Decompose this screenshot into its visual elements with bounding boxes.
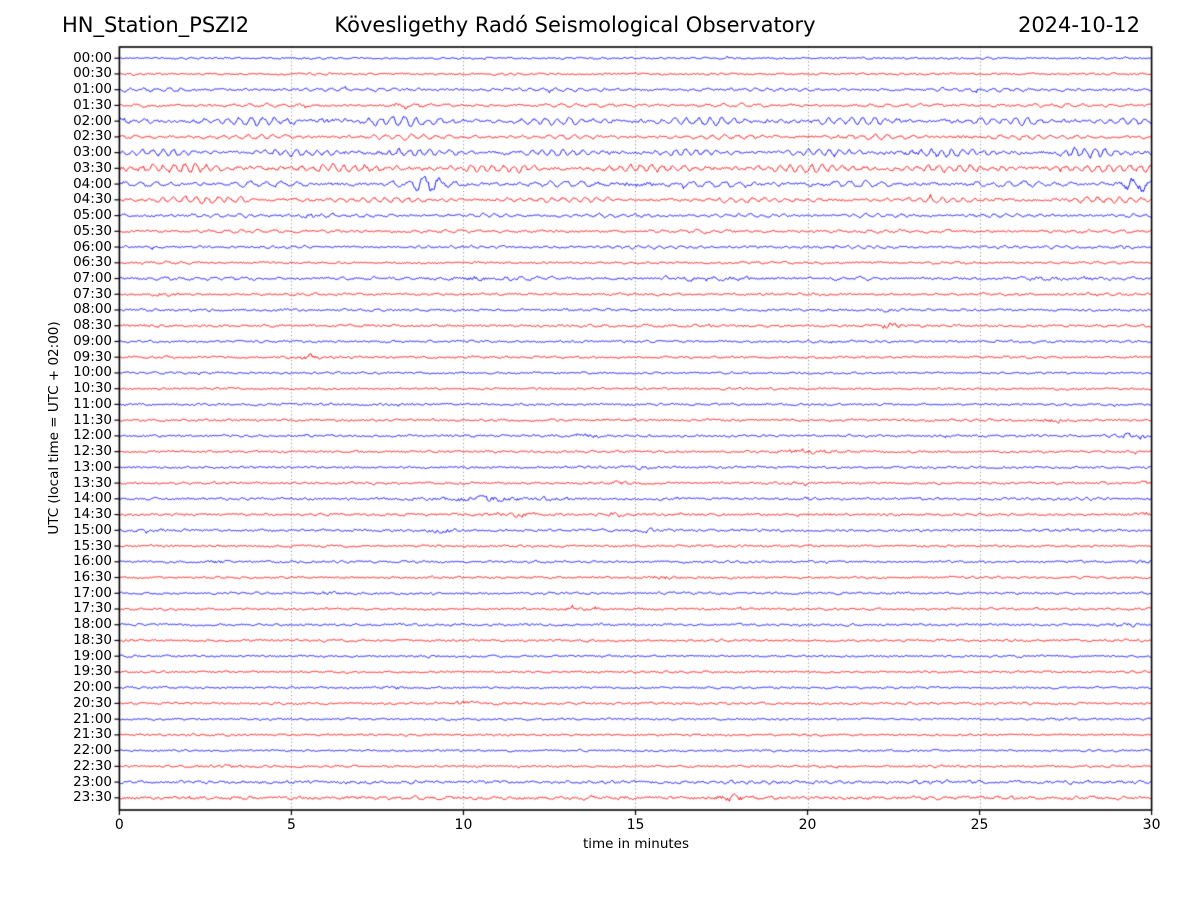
x-tick-label: 25: [970, 817, 989, 833]
y-tick-label: 18:00: [73, 616, 112, 633]
y-tick-label: 00:00: [73, 49, 112, 66]
y-axis-label: UTC (local time = UTC + 02:00): [46, 321, 62, 535]
y-tick-label: 21:00: [73, 710, 112, 727]
y-tick-label: 03:30: [73, 159, 112, 176]
y-tick-label: 22:00: [73, 742, 112, 759]
y-tick-label: 21:30: [73, 726, 112, 743]
y-tick-label: 17:30: [73, 600, 112, 617]
y-tick-label: 09:00: [73, 332, 112, 349]
y-tick-label: 14:00: [73, 490, 112, 507]
y-tick-label: 03:00: [73, 144, 112, 161]
y-tick-label: 12:30: [73, 443, 112, 460]
date-title: 2024-10-12: [1017, 13, 1140, 37]
y-tick-label: 00:30: [73, 65, 112, 82]
y-tick-label: 19:00: [73, 647, 112, 664]
y-tick-label: 07:30: [73, 285, 112, 302]
y-tick-label: 11:30: [73, 411, 112, 428]
y-tick-label: 09:30: [73, 348, 112, 365]
y-tick-label: 16:30: [73, 569, 112, 586]
y-tick-label: 20:30: [73, 694, 112, 711]
y-tick-label: 22:30: [73, 757, 112, 774]
y-tick-label: 16:00: [73, 553, 112, 570]
x-tick-label: 0: [114, 817, 124, 833]
y-tick-label: 10:30: [73, 380, 112, 397]
y-tick-label: 11:00: [73, 395, 112, 412]
y-tick-label: 13:00: [73, 458, 112, 475]
y-tick-label: 02:00: [73, 112, 112, 129]
y-tick-label: 15:30: [73, 537, 112, 554]
y-tick-label: 12:00: [73, 427, 112, 444]
y-tick-label: 01:00: [73, 81, 112, 98]
y-tick-label: 13:30: [73, 474, 112, 491]
y-tick-label: 01:30: [73, 96, 112, 113]
y-tick-label: 19:30: [73, 663, 112, 680]
y-tick-label: 08:00: [73, 301, 112, 318]
station-title: HN_Station_PSZI2: [62, 13, 250, 37]
y-tick-label: 23:30: [73, 789, 112, 806]
x-axis-label: time in minutes: [582, 836, 690, 852]
y-tick-label: 14:30: [73, 506, 112, 523]
y-tick-label: 08:30: [73, 317, 112, 334]
y-tick-label: 10:00: [73, 364, 112, 381]
x-tick-label: 30: [1142, 817, 1161, 833]
y-tick-label: 15:00: [73, 521, 112, 538]
y-tick-label: 05:30: [73, 222, 112, 239]
x-tick-label: 5: [286, 817, 296, 833]
x-tick-label: 20: [798, 817, 817, 833]
y-tick-label: 18:30: [73, 631, 112, 648]
y-tick-label: 23:00: [73, 773, 112, 790]
y-tick-label: 06:30: [73, 254, 112, 271]
y-tick-label: 04:00: [73, 175, 112, 192]
y-tick-label: 05:00: [73, 207, 112, 224]
observatory-title: Kövesligethy Radó Seismological Observat…: [334, 13, 816, 37]
y-tick-label: 02:30: [73, 128, 112, 145]
x-tick-label: 15: [626, 817, 645, 833]
y-tick-label: 17:00: [73, 584, 112, 601]
y-tick-label: 07:00: [73, 270, 112, 287]
y-tick-label: 20:00: [73, 679, 112, 696]
y-tick-label: 06:00: [73, 238, 112, 255]
x-tick-label: 10: [454, 817, 473, 833]
y-tick-label: 04:30: [73, 191, 112, 208]
